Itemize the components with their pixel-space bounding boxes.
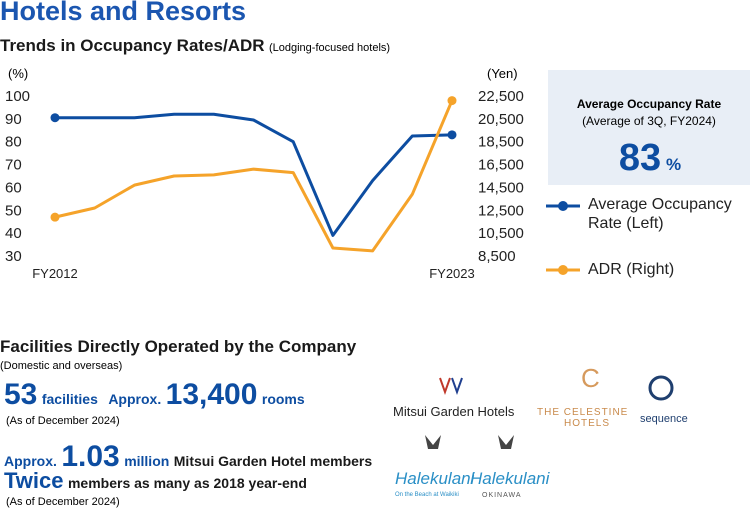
stat-line: 53 facilities Approx. 13,400 rooms bbox=[4, 378, 305, 412]
legend-swatch bbox=[558, 201, 568, 211]
y-tick-label: 90 bbox=[5, 111, 22, 128]
brand-logos: Mitsui Garden Hotels C THE CELESTINE HOT… bbox=[393, 363, 688, 499]
chart-heading: Trends in Occupancy Rates/ADR (Lodging-f… bbox=[0, 36, 390, 56]
page-title: Hotels and Resorts bbox=[0, 0, 247, 26]
mitsui-icon bbox=[439, 377, 463, 395]
stat-line: Approx. 1.03 million Mitsui Garden Hotel… bbox=[4, 440, 372, 474]
stat-label: Approx. bbox=[108, 391, 162, 407]
highlight-value: 83 bbox=[619, 137, 661, 179]
legend-label: ADR (Right) bbox=[588, 261, 675, 278]
highlight-box bbox=[548, 70, 750, 185]
brand-name: Halekulani bbox=[395, 469, 476, 488]
series-line bbox=[54, 99, 454, 253]
y2-tick-label: 18,500 bbox=[478, 134, 524, 151]
sequence-icon bbox=[648, 375, 674, 401]
end-marker bbox=[447, 96, 457, 106]
section-note: (Domestic and overseas) bbox=[0, 360, 123, 372]
stat-unit: facilities bbox=[41, 391, 98, 407]
stat-number: 13,400 bbox=[165, 378, 258, 411]
stat-unit: million bbox=[124, 453, 170, 469]
stat-note: (As of December 2024) bbox=[6, 415, 120, 427]
end-marker bbox=[50, 212, 60, 222]
x-tick-label: FY2012 bbox=[32, 266, 78, 281]
stat-unit: rooms bbox=[261, 391, 305, 407]
y2-tick-label: 22,500 bbox=[478, 88, 524, 105]
y-unit: (%) bbox=[8, 66, 28, 81]
stat-line: Twice members as many as 2018 year-end bbox=[4, 468, 307, 494]
y-tick-label: 80 bbox=[5, 134, 22, 151]
legend-swatch bbox=[558, 265, 568, 275]
x-tick-label: FY2023 bbox=[429, 266, 475, 281]
y-tick-label: 60 bbox=[5, 179, 22, 196]
chart: (%) (Yen) Average Occupancy Rate (Averag… bbox=[5, 66, 750, 281]
y-tick-label: 30 bbox=[5, 248, 22, 265]
end-marker bbox=[50, 113, 60, 123]
stat-number: 1.03 bbox=[61, 440, 120, 473]
stat-text: Mitsui Garden Hotel members bbox=[173, 453, 373, 469]
series-line bbox=[55, 112, 453, 237]
y-tick-label: 40 bbox=[5, 225, 22, 242]
orchid-icon bbox=[425, 435, 441, 449]
y2-tick-label: 8,500 bbox=[478, 248, 516, 265]
y2-tick-label: 10,500 bbox=[478, 225, 524, 242]
y-tick-label: 70 bbox=[5, 157, 22, 174]
brand-name: THE CELESTINE bbox=[537, 407, 628, 418]
chart-subtitle: (Lodging-focused hotels) bbox=[268, 42, 391, 54]
end-marker bbox=[447, 130, 457, 140]
y2-unit: (Yen) bbox=[487, 66, 518, 81]
brand-name: OKINAWA bbox=[482, 492, 522, 499]
legend-label: Average Occupancy Rate (Left) bbox=[588, 196, 732, 232]
highlight-title: Average Occupancy Rate bbox=[577, 97, 722, 111]
y-tick-label: 50 bbox=[5, 202, 22, 219]
stat-text: members as many as 2018 year-end bbox=[67, 475, 307, 491]
celestine-icon: C bbox=[581, 363, 600, 393]
brand-name: Mitsui Garden Hotels bbox=[393, 404, 515, 419]
brand-name: Halekulani bbox=[470, 469, 551, 488]
stat-number: 53 bbox=[4, 378, 38, 411]
y2-tick-label: 20,500 bbox=[478, 111, 524, 128]
y2-tick-label: 14,500 bbox=[478, 179, 524, 196]
section-title: Facilities Directly Operated by the Comp… bbox=[0, 337, 357, 356]
stat-note: (As of December 2024) bbox=[6, 496, 120, 508]
chart-title: Trends in Occupancy Rates/ADR bbox=[0, 36, 265, 55]
y2-tick-label: 16,500 bbox=[478, 157, 524, 174]
y-tick-label: 100 bbox=[5, 88, 30, 105]
stat-label: Approx. bbox=[4, 453, 57, 469]
orchid-icon bbox=[498, 435, 514, 449]
brand-name: On the Beach at Waikiki bbox=[395, 492, 459, 498]
brand-name: sequence bbox=[640, 413, 688, 425]
brand-name: HOTELS bbox=[564, 418, 610, 429]
highlight-note: (Average of 3Q, FY2024) bbox=[582, 114, 716, 128]
stat-number: Twice bbox=[4, 468, 64, 493]
highlight-unit: % bbox=[666, 155, 681, 174]
y2-tick-label: 12,500 bbox=[478, 202, 524, 219]
